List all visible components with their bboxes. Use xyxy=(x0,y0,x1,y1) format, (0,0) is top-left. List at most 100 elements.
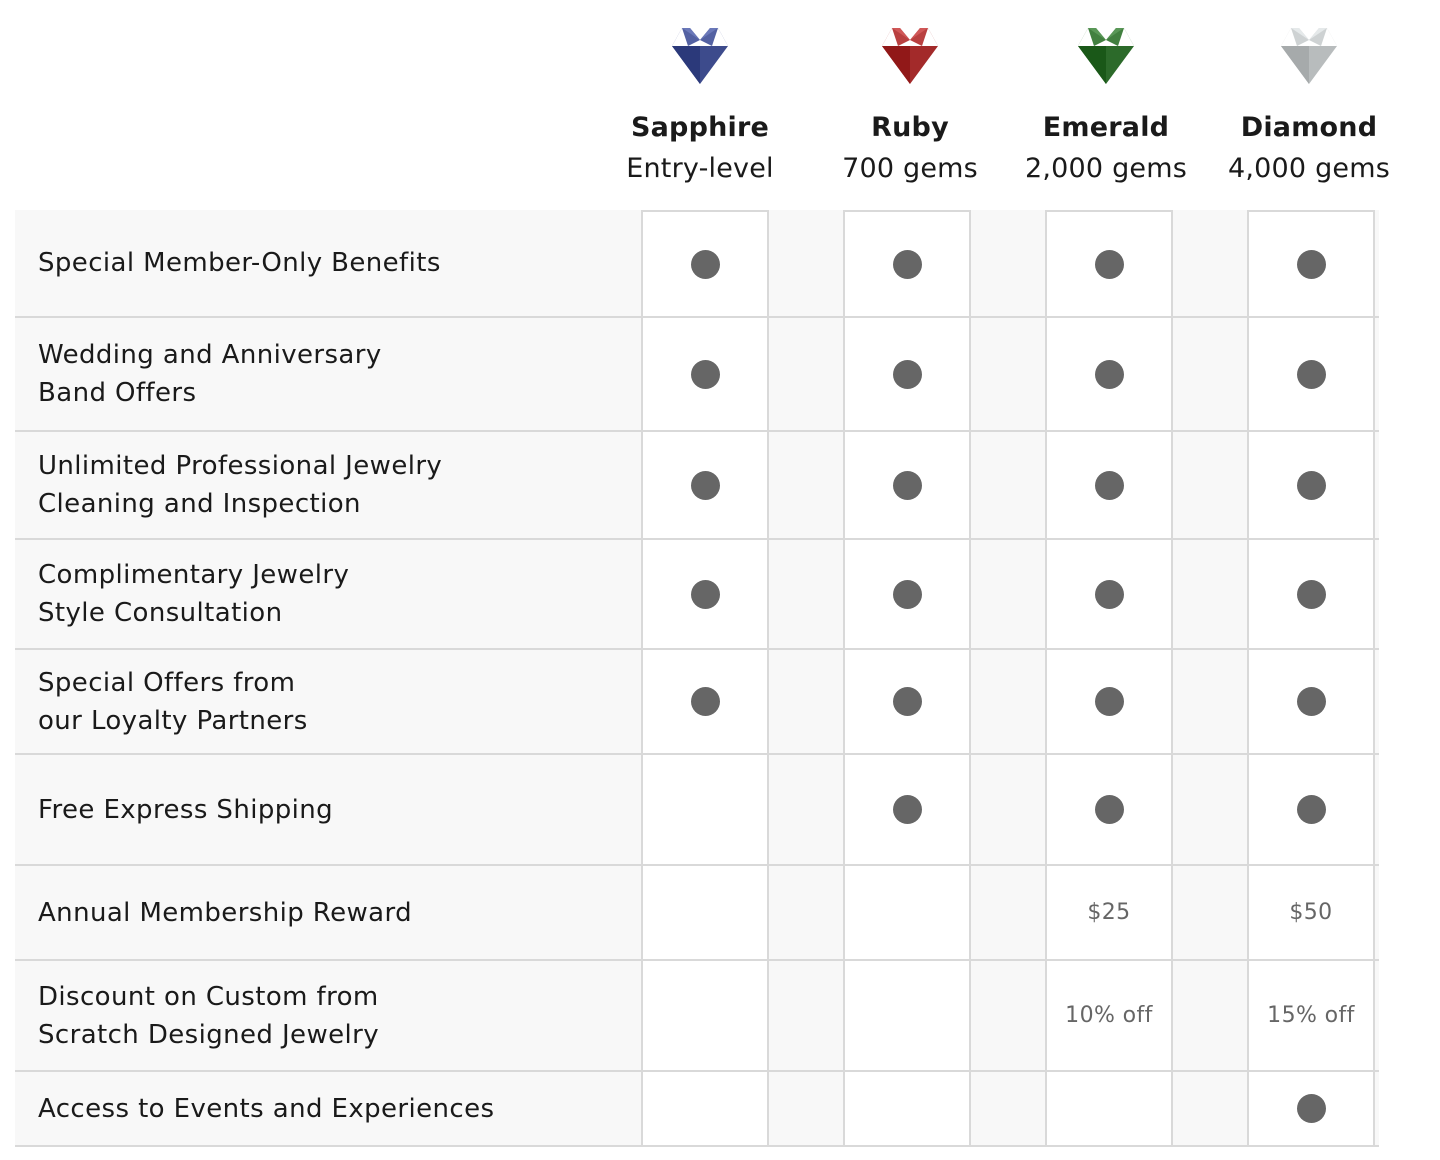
benefit-value: $50 xyxy=(1289,900,1333,925)
tier-cell-ruby xyxy=(843,755,971,864)
tier-cell-emerald xyxy=(1045,432,1173,538)
tier-cell-diamond xyxy=(1247,210,1375,316)
tier-cell-ruby xyxy=(843,1072,971,1145)
diamond-gem-icon xyxy=(1281,28,1337,84)
tier-cell-ruby xyxy=(843,866,971,959)
tier-cell-diamond xyxy=(1247,318,1375,430)
included-dot-icon xyxy=(892,687,922,716)
gem-facet xyxy=(1106,28,1124,40)
benefit-label: Access to Events and Experiences xyxy=(38,1093,495,1124)
gem-facet xyxy=(1291,28,1309,40)
tier-cell-emerald xyxy=(1045,755,1173,864)
tier-cell-sapphire xyxy=(641,866,769,959)
tier-cell-sapphire xyxy=(641,318,769,430)
gem-facet xyxy=(1096,28,1116,40)
tier-header-emerald: Emerald 2,000 gems xyxy=(1006,24,1206,190)
tier-cell-ruby xyxy=(843,432,971,538)
gem-facet xyxy=(1299,28,1319,40)
gem-facet xyxy=(688,40,712,46)
gem-facet xyxy=(1281,28,1297,46)
tier-header-ruby: Ruby 700 gems xyxy=(810,24,1010,190)
benefit-row: Unlimited Professional Jewelry Cleaning a… xyxy=(15,432,1379,540)
ruby-gem-icon xyxy=(882,28,938,84)
included-dot-icon xyxy=(892,795,922,824)
tier-cell-sapphire xyxy=(641,650,769,753)
benefit-row: Special Offers from our Loyalty Partners xyxy=(15,650,1379,755)
gem-facet xyxy=(882,28,898,46)
tier-cell-sapphire xyxy=(641,540,769,648)
tier-cell-diamond xyxy=(1247,432,1375,538)
benefit-row: Free Express Shipping xyxy=(15,755,1379,866)
included-dot-icon xyxy=(1094,687,1124,716)
benefit-value: 10% off xyxy=(1065,1003,1153,1028)
gem-facet xyxy=(1088,28,1106,40)
tier-cell-emerald xyxy=(1045,210,1173,316)
gem-facet xyxy=(1309,28,1327,40)
gem-facet xyxy=(1321,28,1337,46)
tier-name: Diamond xyxy=(1240,112,1378,143)
tier-cell-diamond xyxy=(1247,755,1375,864)
tier-cell-ruby xyxy=(843,540,971,648)
included-dot-icon xyxy=(1094,470,1124,500)
benefit-value: $25 xyxy=(1087,900,1131,925)
included-dot-icon xyxy=(1296,1094,1326,1123)
included-dot-icon xyxy=(690,470,720,500)
tier-cell-emerald xyxy=(1045,1072,1173,1145)
benefit-label: Discount on Custom from Scratch Designed … xyxy=(38,981,380,1050)
tier-cell-emerald xyxy=(1045,318,1173,430)
gem-facet xyxy=(900,28,920,40)
tier-cell-emerald xyxy=(1045,540,1173,648)
included-dot-icon xyxy=(1094,795,1124,824)
tier-subtitle: Entry-level xyxy=(626,153,774,184)
gem-facet xyxy=(690,28,710,40)
benefit-row: Discount on Custom from Scratch Designed … xyxy=(15,961,1379,1072)
emerald-gem-icon xyxy=(1078,28,1134,84)
benefits-table: Special Member-Only Benefits Wedding and… xyxy=(15,210,1379,1147)
benefit-label: Complimentary Jewelry Style Consultation xyxy=(38,560,350,628)
tier-cell-emerald: $25 xyxy=(1045,866,1173,959)
tier-cell-ruby xyxy=(843,318,971,430)
tier-cell-diamond xyxy=(1247,1072,1375,1145)
tier-name: Sapphire xyxy=(630,112,770,143)
benefit-label: Annual Membership Reward xyxy=(38,897,413,928)
tier-cell-diamond: 15% off xyxy=(1247,961,1375,1070)
included-dot-icon xyxy=(1094,579,1124,609)
included-dot-icon xyxy=(892,579,922,609)
included-dot-icon xyxy=(1094,249,1124,279)
included-dot-icon xyxy=(690,359,720,389)
gem-facet xyxy=(1094,40,1118,46)
included-dot-icon xyxy=(1296,359,1326,389)
benefit-label: Free Express Shipping xyxy=(38,794,334,825)
included-dot-icon xyxy=(1296,470,1326,500)
gem-facet xyxy=(672,46,700,84)
gem-facet xyxy=(882,46,910,84)
included-dot-icon xyxy=(892,249,922,279)
included-dot-icon xyxy=(690,579,720,609)
gem-facet xyxy=(672,28,688,46)
included-dot-icon xyxy=(892,470,922,500)
included-dot-icon xyxy=(690,687,720,716)
gem-facet xyxy=(700,28,718,40)
tier-cell-emerald xyxy=(1045,650,1173,753)
included-dot-icon xyxy=(1296,795,1326,824)
benefit-label: Special Member-Only Benefits xyxy=(38,248,441,278)
tier-cell-sapphire xyxy=(641,432,769,538)
benefit-label: Unlimited Professional Jewelry Cleaning a… xyxy=(38,451,443,519)
gem-facet xyxy=(1281,46,1309,84)
tier-cell-ruby xyxy=(843,210,971,316)
included-dot-icon xyxy=(1296,579,1326,609)
gem-facet xyxy=(712,28,728,46)
benefit-label: Wedding and Anniversary Band Offers xyxy=(38,340,382,408)
tier-cell-diamond: $50 xyxy=(1247,866,1375,959)
gem-facet xyxy=(1078,28,1094,46)
tier-header-sapphire: Sapphire Entry-level xyxy=(600,24,800,190)
included-dot-icon xyxy=(1296,249,1326,279)
gem-facet xyxy=(898,40,922,46)
tier-cell-sapphire xyxy=(641,961,769,1070)
tier-name: Emerald xyxy=(1042,112,1170,143)
tier-cell-emerald: 10% off xyxy=(1045,961,1173,1070)
benefit-value: 15% off xyxy=(1267,1003,1355,1028)
gem-facet xyxy=(682,28,700,40)
included-dot-icon xyxy=(1296,687,1326,716)
tier-header-diamond: Diamond 4,000 gems xyxy=(1209,24,1409,190)
